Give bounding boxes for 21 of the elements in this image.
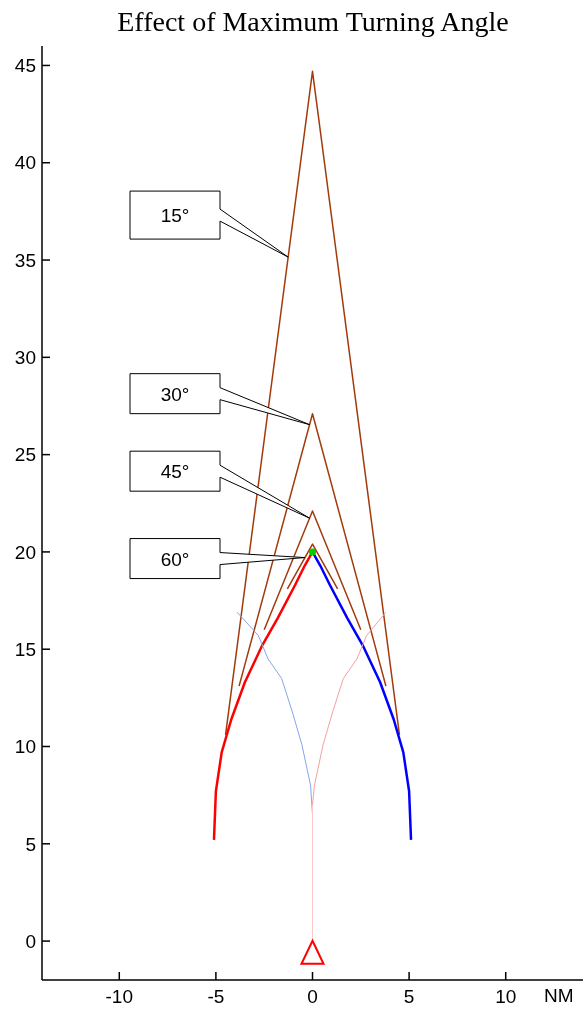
annotation: 30° xyxy=(160,383,190,405)
x-tick-label: 5 xyxy=(403,986,415,1008)
x-tick-label: -5 xyxy=(207,986,225,1008)
y-tick-label: 15 xyxy=(14,638,36,660)
y-tick-label: 10 xyxy=(14,736,36,758)
y-tick-label: 40 xyxy=(14,152,36,174)
x-tick-label: -10 xyxy=(105,986,134,1008)
annotation: 60° xyxy=(160,548,190,570)
x-tick-label: 0 xyxy=(307,986,318,1008)
chart-title: Effect of Maximum Turning Angle xyxy=(116,6,510,38)
annotation: 15° xyxy=(160,205,190,227)
y-tick-label: 0 xyxy=(25,930,36,952)
y-tick-label: 35 xyxy=(14,249,36,271)
y-tick-label: 20 xyxy=(14,541,36,563)
x-tick-label: 10 xyxy=(495,986,517,1008)
y-tick-label: 5 xyxy=(25,833,36,855)
y-tick-label: 25 xyxy=(14,444,36,466)
y-tick-label: 30 xyxy=(14,347,36,369)
x-axis-title: NM xyxy=(544,985,574,1007)
y-tick-label: 45 xyxy=(14,55,36,77)
annotation: 45° xyxy=(160,461,190,483)
